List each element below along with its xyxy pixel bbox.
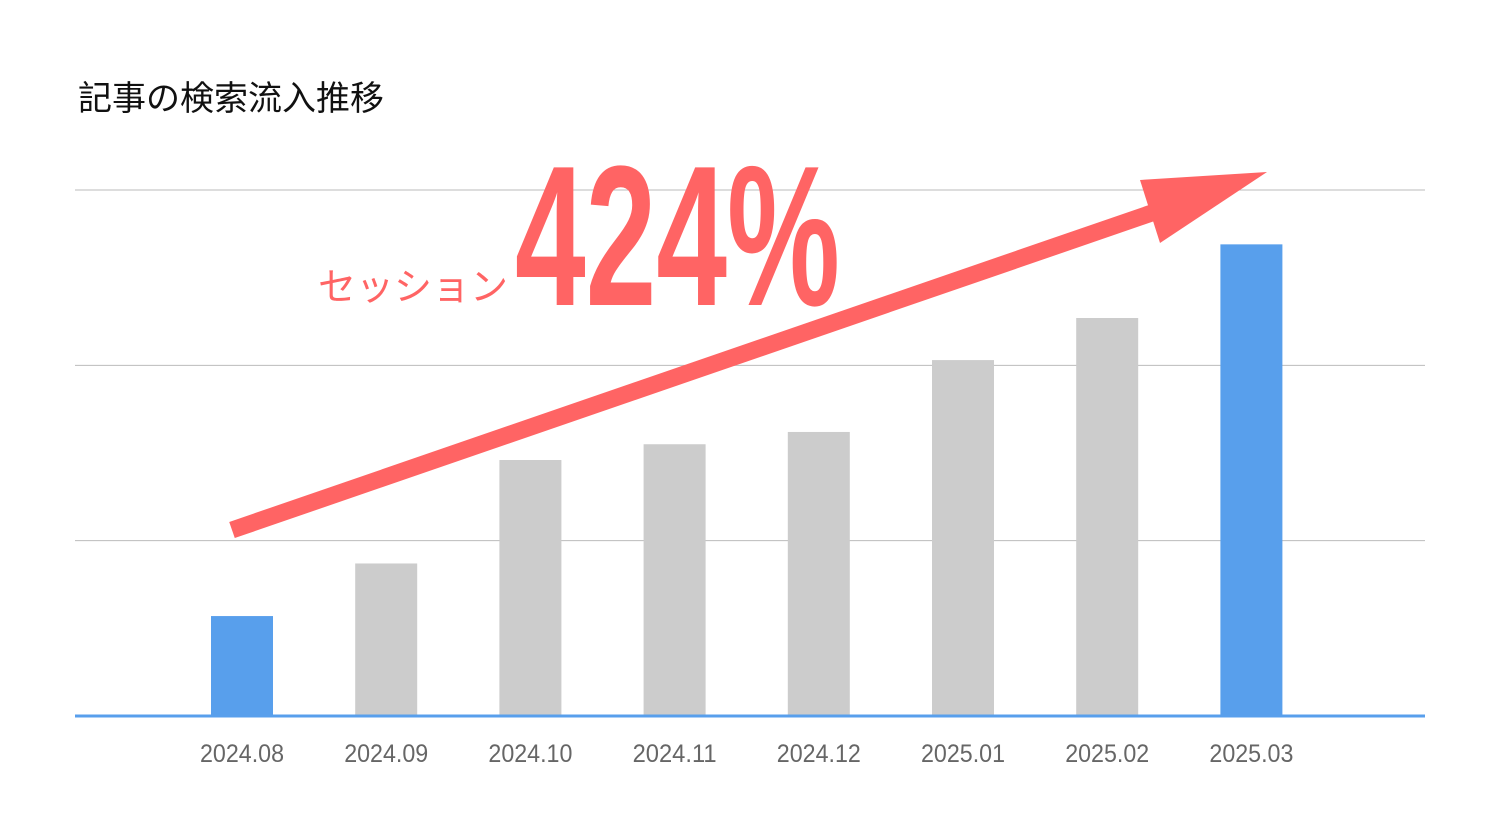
x-tick-label: 2024.11 [633, 740, 717, 768]
x-tick-label: 2025.02 [1065, 740, 1149, 768]
trend-arrow-head [1140, 172, 1267, 243]
bar [499, 460, 562, 716]
trend-arrow-shaft [229, 196, 1178, 539]
chart-title: 記事の検索流入推移 [78, 79, 384, 119]
bar [787, 431, 850, 716]
bar [211, 616, 273, 716]
bar [1076, 317, 1139, 716]
bar [643, 444, 706, 716]
x-tick-label: 2024.12 [777, 740, 861, 768]
x-tick-label: 2024.08 [200, 740, 284, 768]
x-tick-label: 2024.09 [344, 740, 428, 768]
x-tick-label: 2024.10 [488, 740, 572, 768]
annotation-value: 424% [515, 125, 840, 348]
bar [932, 360, 994, 716]
x-tick-label: 2025.01 [921, 740, 1005, 768]
bar [355, 563, 418, 716]
annotation-label: セッション [318, 265, 508, 309]
bar [1220, 244, 1283, 716]
x-tick-label: 2025.03 [1209, 740, 1293, 768]
